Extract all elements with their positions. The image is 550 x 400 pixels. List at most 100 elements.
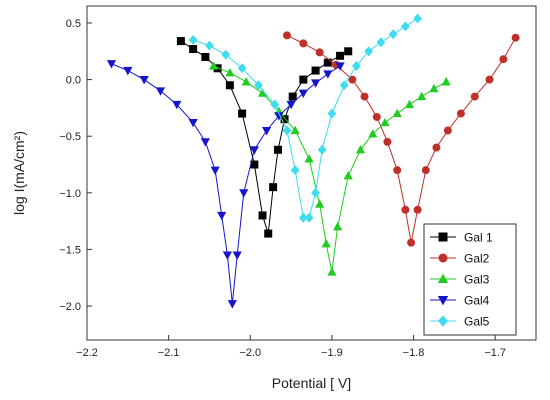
data-point <box>393 166 402 175</box>
data-point <box>139 75 149 85</box>
data-point <box>383 137 392 146</box>
data-point <box>257 88 268 97</box>
legend-label: Gal4 <box>464 294 490 308</box>
legend-entry: Gal4 <box>430 294 490 308</box>
data-point <box>189 45 198 54</box>
data-point <box>232 251 242 260</box>
y-tick-label: −0.5 <box>59 131 81 143</box>
legend-label: Gal5 <box>464 315 490 329</box>
data-point <box>376 37 386 48</box>
data-point <box>344 47 353 56</box>
data-point <box>155 87 166 96</box>
data-point <box>254 80 263 91</box>
y-tick-label: 0.0 <box>66 75 81 87</box>
data-point <box>388 29 398 40</box>
legend-label: Gal3 <box>464 273 490 287</box>
data-point <box>286 100 296 110</box>
data-point <box>213 64 222 73</box>
data-point <box>364 46 374 57</box>
data-point <box>348 75 357 84</box>
x-tick-label: −1.7 <box>484 347 506 359</box>
data-point <box>339 80 349 91</box>
x-tick-label: −2.0 <box>239 347 261 359</box>
data-point <box>421 166 430 175</box>
x-tick-label: −1.9 <box>321 347 343 359</box>
data-point <box>327 267 337 276</box>
data-point <box>210 166 220 175</box>
data-point <box>360 92 369 101</box>
data-point <box>237 63 247 74</box>
data-point <box>327 108 337 119</box>
y-tick-label: 0.5 <box>66 18 81 30</box>
data-point <box>335 62 345 71</box>
data-point <box>310 79 321 88</box>
data-point <box>274 145 283 154</box>
data-point <box>298 212 308 223</box>
data-point <box>217 211 227 221</box>
legend-entry: Gal2 <box>430 252 490 266</box>
data-point <box>123 66 133 76</box>
data-point <box>227 300 237 309</box>
data-point <box>323 58 332 67</box>
data-point <box>264 229 273 238</box>
data-point <box>290 165 300 176</box>
legend-label: Gal 1 <box>464 231 493 245</box>
data-point <box>372 112 381 121</box>
data-point <box>413 205 422 214</box>
legend-marker <box>438 232 448 242</box>
series-gal2 <box>283 31 520 247</box>
data-point <box>290 125 300 135</box>
data-point <box>304 154 314 163</box>
data-point <box>201 52 210 61</box>
data-point <box>262 126 272 136</box>
data-point <box>222 251 233 260</box>
legend-marker <box>437 273 449 284</box>
data-point <box>238 109 247 118</box>
data-point <box>404 99 415 109</box>
data-point <box>401 205 410 214</box>
data-point <box>106 60 117 69</box>
data-layer <box>106 13 520 309</box>
series-gal4 <box>106 60 345 309</box>
data-point <box>205 40 214 51</box>
data-point <box>311 66 320 75</box>
data-point <box>413 13 423 24</box>
data-point <box>249 146 259 155</box>
data-point <box>315 199 325 208</box>
data-point <box>429 83 439 93</box>
data-point <box>172 100 182 110</box>
legend-entry: Gal5 <box>430 315 490 329</box>
data-point <box>355 144 366 154</box>
legend: Gal 1 Gal2 Gal3 Gal4 Gal5 <box>423 223 517 336</box>
data-point <box>283 31 292 40</box>
series-line <box>111 63 341 304</box>
y-tick-label: −1.5 <box>59 244 81 256</box>
data-point <box>241 77 251 86</box>
data-point <box>315 48 324 57</box>
series-gal5 <box>188 13 423 223</box>
data-point <box>499 55 508 64</box>
data-point <box>269 183 278 192</box>
data-point <box>274 112 284 121</box>
data-point <box>282 125 292 136</box>
legend-label: Gal2 <box>464 252 490 266</box>
data-point <box>456 109 465 118</box>
plot-frame <box>86 5 537 341</box>
data-point <box>258 211 267 220</box>
y-axis-title: log I(mA/cm²) <box>11 131 27 215</box>
x-tick-label: −2.1 <box>158 347 180 359</box>
data-point <box>400 21 410 32</box>
axes-layer: −2.2 −2.1 −2.0 −1.9 −1.8 −1.7 0.5 0.0 −0.5 −1.0 −1… <box>59 18 506 359</box>
data-point <box>321 238 331 248</box>
data-point <box>380 117 390 127</box>
legend-marker <box>437 295 449 306</box>
data-point <box>343 171 353 180</box>
y-tick-label: −2.0 <box>59 301 81 313</box>
x-tick-label: −2.2 <box>76 347 98 359</box>
data-point <box>336 51 345 60</box>
legend-marker <box>438 315 448 327</box>
legend-marker <box>438 253 448 263</box>
x-tick-label: −1.8 <box>403 347 425 359</box>
data-point <box>299 75 308 84</box>
